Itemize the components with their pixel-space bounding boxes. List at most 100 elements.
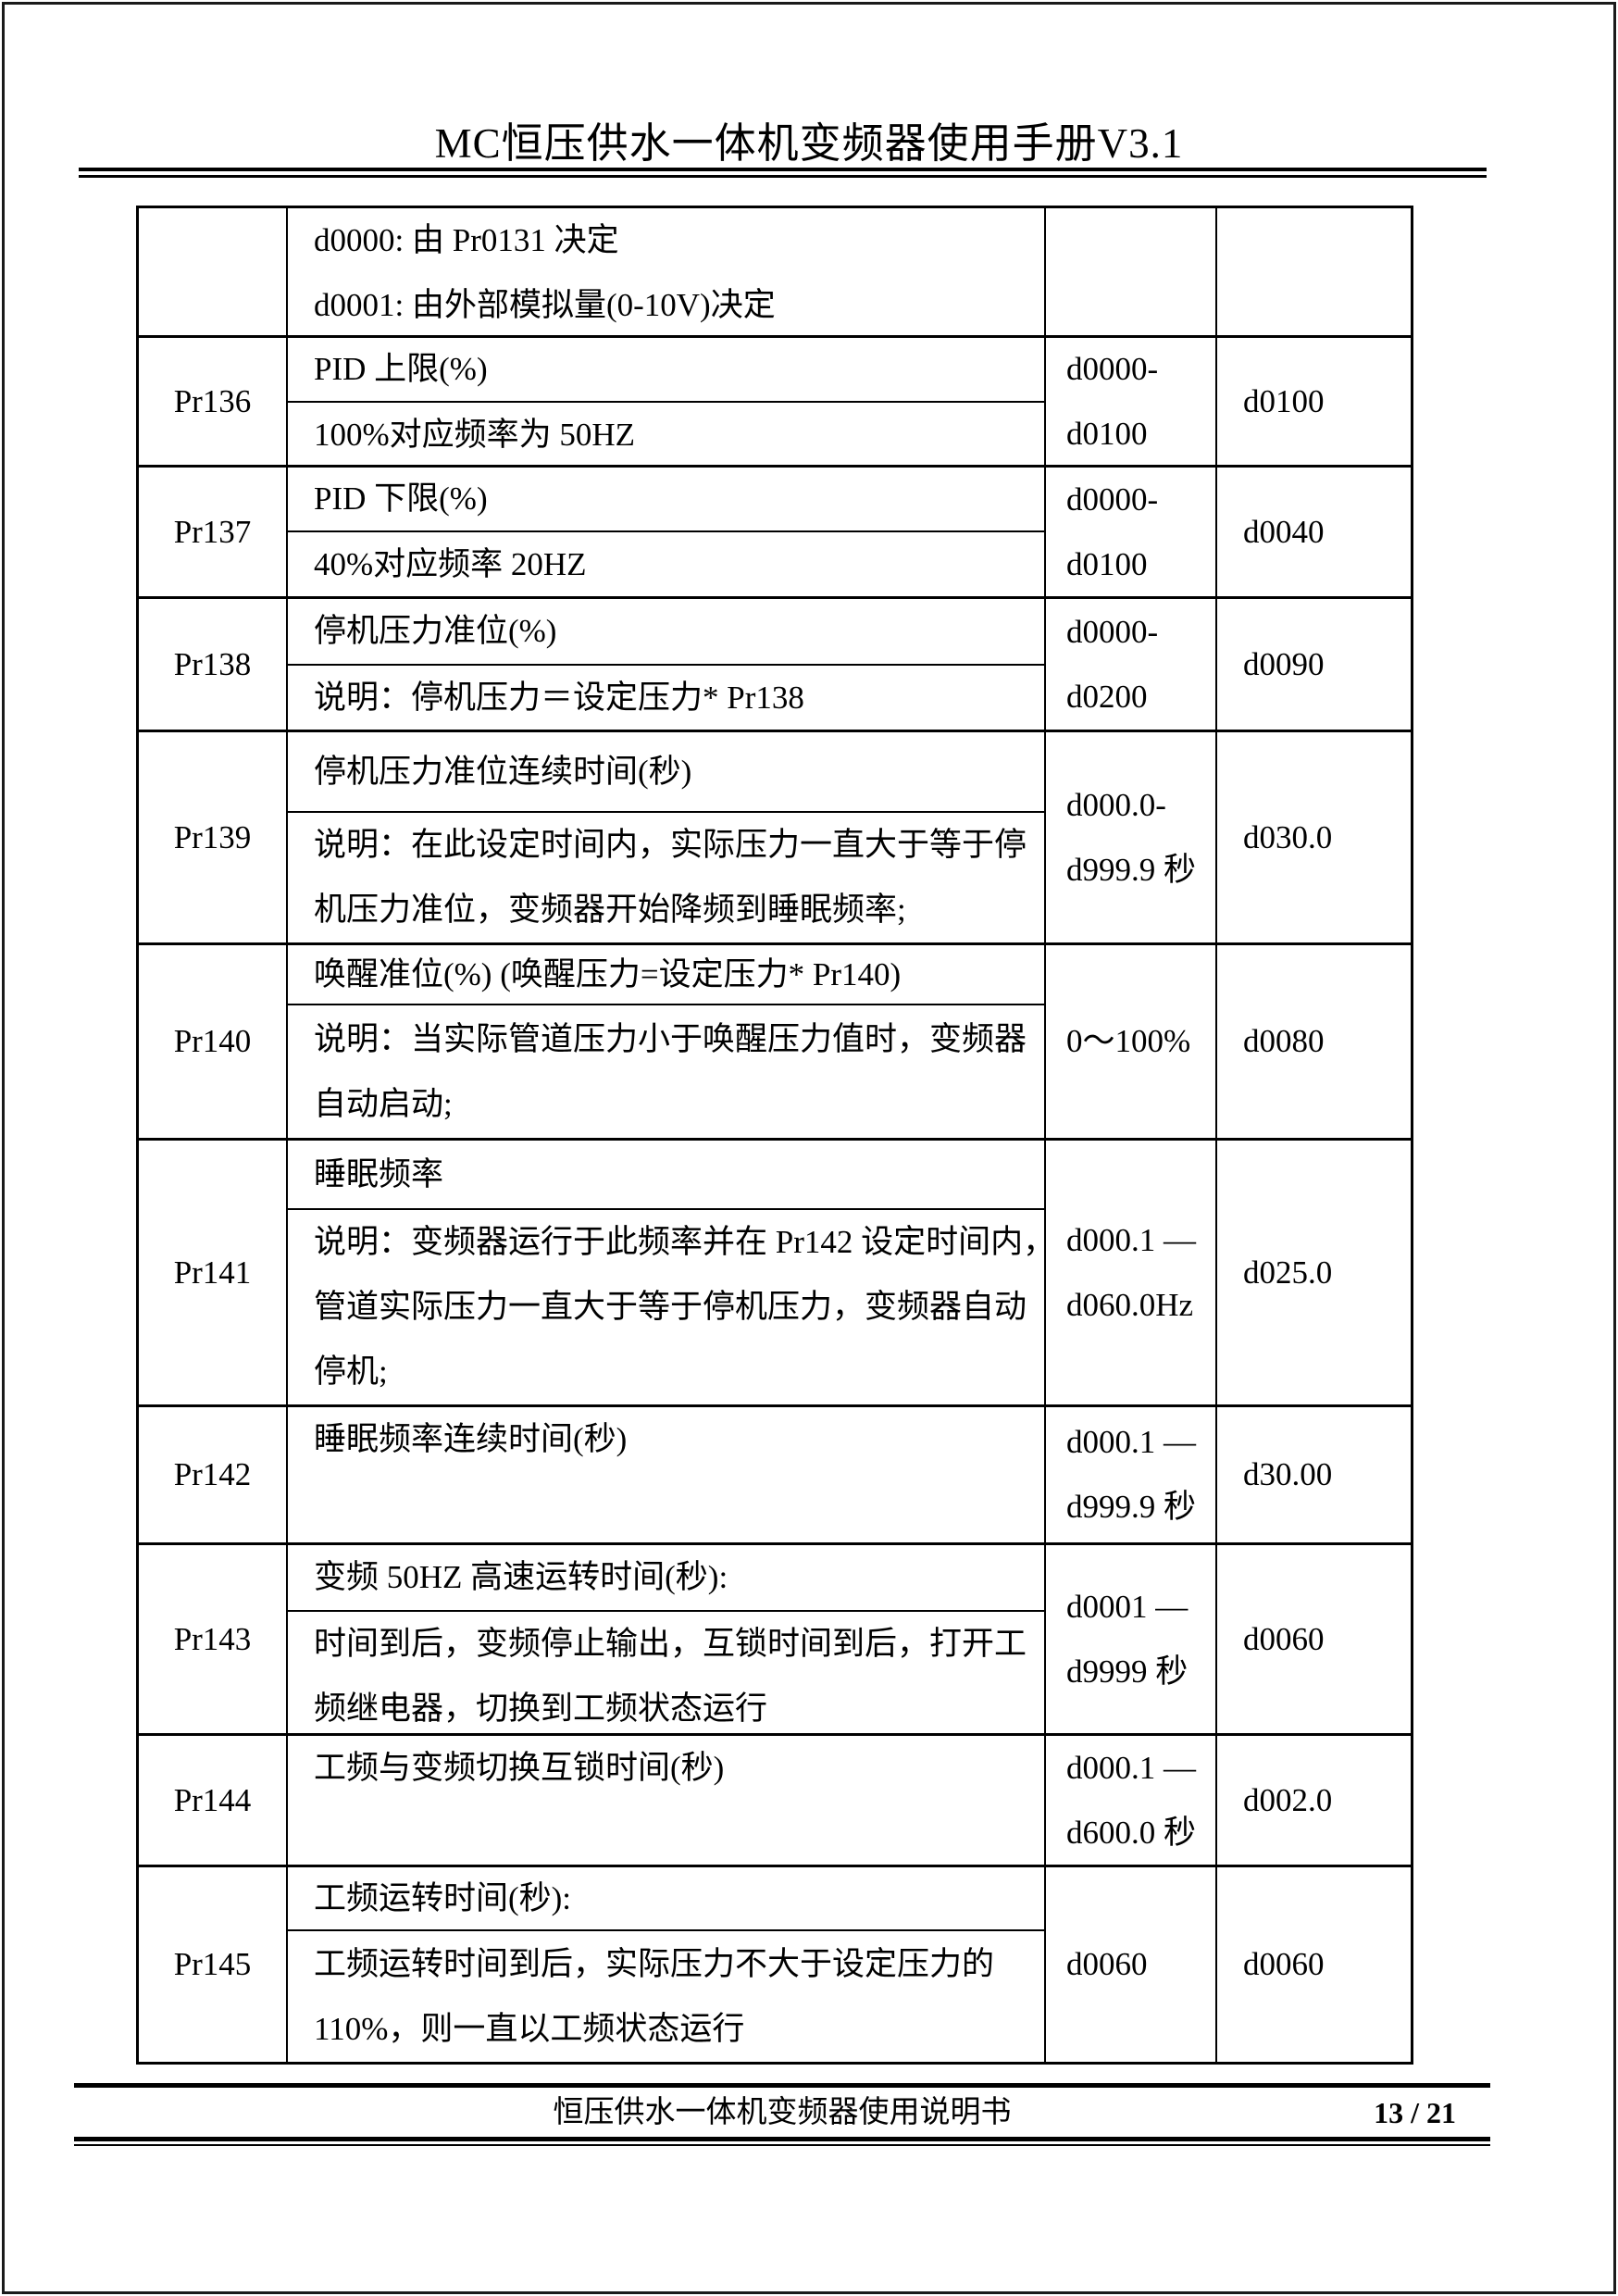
range-cell: 0～100% — [1046, 945, 1217, 1138]
range-line: d0000- — [1066, 480, 1159, 518]
range-line: d999.9 秒 — [1066, 851, 1197, 888]
description-note: 说明：变频器运行于此频率并在 Pr142 设定时间内， 管道实际压力一直大于等于停… — [288, 1210, 1044, 1404]
range-cell: d0060 — [1046, 1867, 1217, 2062]
default-value-cell: d0100 — [1217, 338, 1411, 465]
description-cell: PID 上限(%) 100%对应频率为 50HZ — [288, 338, 1046, 465]
description-cell: 唤醒准位(%) (唤醒压力=设定压力* Pr140) 说明：当实际管道压力小于唤醒… — [288, 945, 1046, 1138]
description-cell: 睡眠频率连续时间(秒) — [288, 1407, 1046, 1542]
param-label: Pr139 — [173, 818, 252, 855]
footer-rule-top — [74, 2083, 1490, 2088]
default-value-cell: d025.0 — [1217, 1141, 1411, 1404]
default-value: d0060 — [1243, 1620, 1325, 1657]
table-row: Pr139 停机压力准位连续时间(秒) 说明：在此设定时间内，实际压力一直大于等于停… — [139, 732, 1411, 945]
table-row: Pr142 睡眠频率连续时间(秒) d000.1 — d999.9 秒 d30.00 — [139, 1407, 1411, 1545]
description-line: 睡眠频率连续时间(秒) — [314, 1421, 628, 1457]
description-top: PID 上限(%) — [288, 338, 1044, 403]
param-label: Pr140 — [173, 1023, 252, 1059]
description-line: 工频运转时间(秒): — [314, 1879, 572, 1916]
param-label: Pr142 — [173, 1456, 252, 1492]
param-cell — [139, 208, 288, 335]
range-line: 0～100% — [1066, 1023, 1191, 1059]
range-cell: d000.1 — d999.9 秒 — [1046, 1407, 1217, 1542]
description-line: d0000: 由 Pr0131 决定 — [314, 222, 619, 258]
range-cell: d0000- d0100 — [1046, 338, 1217, 465]
description-note: 说明：当实际管道压力小于唤醒压力值时，变频器 自动启动; — [288, 1005, 1044, 1138]
table-row: Pr141 睡眠频率 说明：变频器运行于此频率并在 Pr142 设定时间内， 管道实际… — [139, 1141, 1411, 1407]
description-line: 变频 50HZ 高速运转时间(秒): — [314, 1559, 728, 1595]
description-line: 时间到后，变频停止输出，互锁时间到后，打开工 — [314, 1626, 1027, 1662]
range-cell: d0001 — d9999 秒 — [1046, 1545, 1217, 1733]
table-row: d0000: 由 Pr0131 决定 d0001: 由外部模拟量(0-10V)决定 — [139, 208, 1411, 338]
description-note: 工频运转时间到后，实际压力不大于设定压力的 110%，则一直以工频状态运行 — [288, 1931, 1044, 2062]
description-cell: 工频运转时间(秒): 工频运转时间到后，实际压力不大于设定压力的 110%，则一直以… — [288, 1867, 1046, 2062]
description-top: 睡眠频率连续时间(秒) — [288, 1407, 1044, 1472]
range-cell: d000.0- d999.9 秒 — [1046, 732, 1217, 942]
param-cell: Pr138 — [139, 599, 288, 730]
description-top: 工频与变频切换互锁时间(秒) — [288, 1736, 1044, 1801]
range-line: d0000- — [1066, 350, 1159, 387]
range-line: d9999 秒 — [1066, 1653, 1189, 1690]
param-cell: Pr140 — [139, 945, 288, 1138]
default-value: d0060 — [1243, 1946, 1325, 1982]
description-cell: 停机压力准位连续时间(秒) 说明：在此设定时间内，实际压力一直大于等于停 机压力准位… — [288, 732, 1046, 942]
description-cell: d0000: 由 Pr0131 决定 d0001: 由外部模拟量(0-10V)决定 — [288, 208, 1046, 335]
description-cell: PID 下限(%) 40%对应频率 20HZ — [288, 468, 1046, 596]
default-value-cell — [1217, 208, 1411, 335]
default-value-cell: d002.0 — [1217, 1736, 1411, 1865]
description-line: 频继电器，切换到工频状态运行 — [314, 1691, 768, 1727]
description-line: 工频运转时间到后，实际压力不大于设定压力的 — [314, 1945, 995, 1982]
description-cell: 工频与变频切换互锁时间(秒) — [288, 1736, 1046, 1865]
param-label: Pr143 — [173, 1620, 252, 1657]
description-note: 时间到后，变频停止输出，互锁时间到后，打开工 频继电器，切换到工频状态运行 — [288, 1612, 1044, 1733]
description-line: 说明：停机压力＝设定压力* Pr138 — [314, 680, 804, 716]
range-line: d0100 — [1066, 415, 1148, 452]
default-value-cell: d0060 — [1217, 1867, 1411, 2062]
description-line: PID 下限(%) — [314, 480, 488, 517]
range-line: d000.0- — [1066, 786, 1166, 823]
description-line: 停机压力准位(%) — [314, 613, 557, 649]
default-value: d0080 — [1243, 1023, 1325, 1059]
description-top: 唤醒准位(%) (唤醒压力=设定压力* Pr140) — [288, 945, 1044, 1005]
description-line: 说明：当实际管道压力小于唤醒压力值时，变频器 — [314, 1020, 1027, 1057]
default-value-cell: d0040 — [1217, 468, 1411, 596]
description-line: 睡眠频率 — [314, 1155, 444, 1192]
range-line: d0000- — [1066, 613, 1159, 650]
default-value-cell: d030.0 — [1217, 732, 1411, 942]
default-value: d0090 — [1243, 645, 1325, 682]
description-line: d0001: 由外部模拟量(0-10V)决定 — [314, 287, 776, 323]
param-cell: Pr144 — [139, 1736, 288, 1865]
param-label: Pr136 — [173, 382, 252, 419]
parameter-table: d0000: 由 Pr0131 决定 d0001: 由外部模拟量(0-10V)决定… — [136, 206, 1413, 2065]
range-line: d600.0 秒 — [1066, 1814, 1197, 1851]
description-line: 40%对应频率 20HZ — [314, 546, 587, 582]
table-row: Pr140 唤醒准位(%) (唤醒压力=设定压力* Pr140) 说明：当实际管道压… — [139, 945, 1411, 1141]
description-cell: 变频 50HZ 高速运转时间(秒): 时间到后，变频停止输出，互锁时间到后，打开工… — [288, 1545, 1046, 1733]
description-note: 100%对应频率为 50HZ — [288, 403, 1044, 465]
default-value-cell: d0080 — [1217, 945, 1411, 1138]
param-label: Pr138 — [173, 645, 252, 682]
description-top: PID 下限(%) — [288, 468, 1044, 532]
default-value: d0040 — [1243, 513, 1325, 550]
default-value-cell: d30.00 — [1217, 1407, 1411, 1542]
range-cell: d000.1 — d600.0 秒 — [1046, 1736, 1217, 1865]
default-value: d30.00 — [1243, 1456, 1333, 1492]
description-line: PID 上限(%) — [314, 351, 488, 387]
description-cell: 停机压力准位(%) 说明：停机压力＝设定压力* Pr138 — [288, 599, 1046, 730]
description-line: 110%，则一直以工频状态运行 — [314, 2010, 745, 2047]
default-value: d002.0 — [1243, 1781, 1333, 1818]
range-line: d0001 — — [1066, 1588, 1189, 1625]
default-value: d030.0 — [1243, 818, 1333, 855]
default-value: d025.0 — [1243, 1254, 1333, 1291]
range-cell: d0000- d0200 — [1046, 599, 1217, 730]
table-row: Pr136 PID 上限(%) 100%对应频率为 50HZ d0000- d0100 d… — [139, 338, 1411, 468]
param-cell: Pr141 — [139, 1141, 288, 1404]
range-line: d000.1 — — [1066, 1221, 1196, 1258]
description-cell: 睡眠频率说明：变频器运行于此频率并在 Pr142 设定时间内， 管道实际压力一直大… — [288, 1141, 1046, 1404]
page-number: 13 / 21 — [1374, 2096, 1456, 2129]
table-row: Pr144 工频与变频切换互锁时间(秒) d000.1 — d600.0 秒 d002.… — [139, 1736, 1411, 1867]
range-cell: d0000- d0100 — [1046, 468, 1217, 596]
description-note: 说明：在此设定时间内，实际压力一直大于等于停 机压力准位，变频器开始降频到睡眠频率… — [288, 813, 1044, 942]
description-top: 变频 50HZ 高速运转时间(秒): — [288, 1545, 1044, 1612]
range-line: d0100 — [1066, 545, 1148, 582]
